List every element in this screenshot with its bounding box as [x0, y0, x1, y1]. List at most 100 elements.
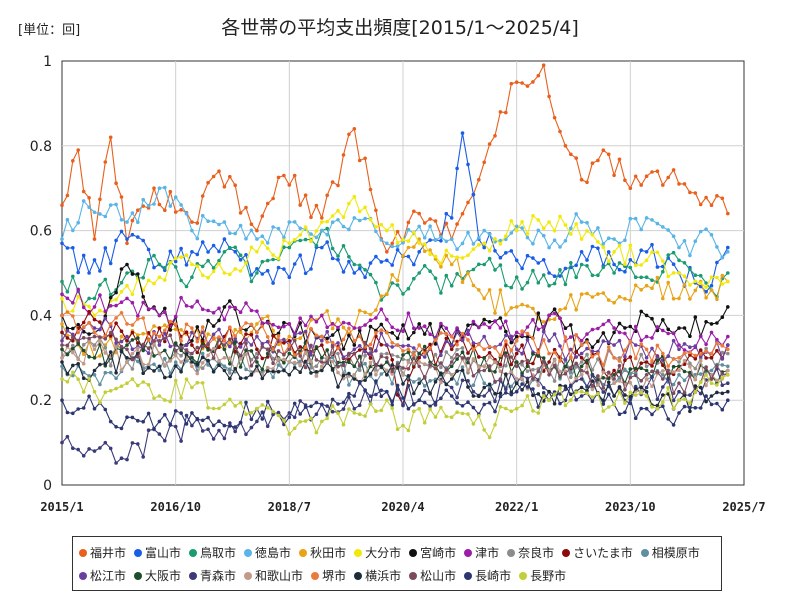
data-point [336, 183, 340, 188]
data-point [493, 268, 497, 272]
data-point [590, 379, 595, 383]
data-point [520, 343, 524, 348]
legend-marker-icon [244, 571, 253, 580]
data-point [547, 245, 551, 250]
data-point [514, 360, 519, 364]
data-point [688, 370, 692, 375]
data-point [347, 333, 351, 338]
data-point [336, 351, 340, 356]
data-point [330, 409, 335, 414]
data-point [379, 322, 384, 327]
data-point [206, 250, 210, 254]
data-point [531, 268, 535, 273]
data-point [617, 363, 622, 368]
data-point [157, 343, 162, 347]
data-point [504, 372, 508, 377]
data-point [482, 262, 487, 267]
data-point [547, 351, 551, 356]
data-point [146, 338, 151, 343]
data-point [271, 409, 275, 414]
data-point [709, 402, 714, 407]
data-point [466, 271, 470, 275]
data-point [330, 355, 335, 360]
data-point [276, 325, 281, 330]
data-point [525, 394, 530, 398]
data-point [374, 379, 378, 383]
data-point [536, 327, 541, 332]
data-point [666, 175, 670, 180]
data-point [709, 356, 714, 360]
data-point [374, 363, 378, 368]
data-point [92, 347, 97, 352]
data-point [260, 324, 265, 329]
data-point [163, 306, 167, 311]
data-point [195, 236, 200, 241]
data-point [228, 367, 232, 372]
data-point [357, 363, 362, 368]
data-point [81, 336, 86, 340]
data-point [255, 228, 259, 233]
data-point [666, 253, 670, 257]
data-point [466, 230, 470, 235]
series-line [61, 288, 729, 353]
data-point [341, 407, 346, 411]
data-point [60, 343, 64, 347]
data-point [395, 229, 400, 234]
data-point [606, 405, 611, 409]
data-point [368, 342, 373, 347]
data-point [428, 217, 432, 221]
data-point [666, 274, 670, 279]
data-point [368, 261, 373, 265]
x-tick-label: 2023/10 [605, 500, 656, 514]
data-point [406, 347, 411, 352]
data-point [520, 359, 524, 364]
data-point [141, 380, 145, 384]
data-point [292, 353, 297, 357]
data-point [460, 256, 465, 260]
data-point [379, 307, 384, 312]
data-point [103, 334, 108, 338]
data-point [276, 413, 281, 418]
data-point [276, 175, 281, 180]
data-point [390, 372, 395, 376]
data-point [103, 277, 108, 282]
data-point [428, 224, 432, 228]
data-point [644, 377, 649, 381]
data-point [271, 334, 275, 338]
data-point [455, 401, 459, 405]
data-point [130, 232, 135, 237]
data-point [325, 336, 330, 341]
data-point [623, 331, 627, 336]
data-point [249, 279, 254, 284]
data-point [682, 342, 687, 346]
data-point [541, 233, 546, 238]
data-point [206, 275, 210, 280]
data-point [688, 190, 692, 195]
data-point [628, 243, 633, 248]
data-point [271, 322, 275, 327]
data-point [282, 245, 286, 249]
data-point [650, 412, 654, 417]
data-point [395, 362, 400, 367]
data-point [114, 337, 118, 342]
data-point [228, 305, 232, 309]
data-point [141, 362, 145, 367]
data-point [98, 293, 102, 297]
data-point [390, 223, 395, 227]
data-point [130, 218, 135, 223]
data-point [520, 302, 524, 307]
data-point [87, 271, 91, 275]
data-point [357, 368, 362, 373]
data-point [449, 343, 454, 347]
data-point [136, 442, 140, 446]
data-point [639, 263, 643, 267]
data-point [211, 346, 216, 351]
data-point [179, 369, 183, 374]
data-point [693, 344, 698, 348]
data-point [200, 342, 205, 347]
data-point [260, 367, 265, 372]
data-point [81, 305, 86, 310]
data-point [325, 309, 330, 313]
data-point [136, 336, 140, 340]
data-point [715, 245, 719, 249]
